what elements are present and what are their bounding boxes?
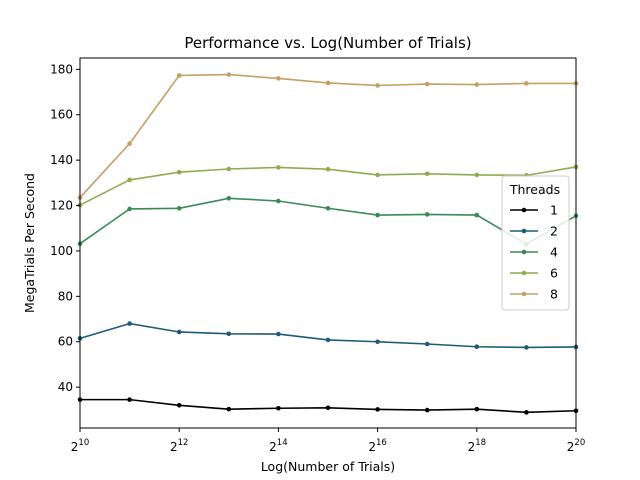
data-point: [276, 198, 281, 204]
data-point: [424, 212, 430, 217]
series-line-2: [79, 322, 577, 349]
data-point: [226, 195, 232, 201]
data-point: [176, 205, 182, 211]
data-point: [474, 344, 480, 350]
legend-label: 4: [550, 245, 558, 260]
data-point: [325, 205, 331, 211]
y-tick-label: 140: [50, 153, 73, 167]
legend-title: Threads: [509, 182, 560, 197]
legend-marker: [521, 228, 527, 234]
y-tick-label: 120: [50, 199, 73, 213]
x-tick-label: 210: [71, 438, 89, 454]
data-point: [424, 407, 430, 413]
legend-marker: [521, 291, 527, 297]
x-tick-label: 212: [170, 438, 188, 454]
series-1: [77, 397, 579, 415]
legend: Threads 1 2 4 6 8: [501, 175, 570, 311]
data-point: [375, 172, 380, 178]
data-point: [375, 407, 380, 412]
data-point: [127, 141, 132, 146]
data-point: [424, 341, 430, 347]
data-point: [276, 405, 281, 411]
data-point: [276, 76, 281, 81]
y-tick-label: 60: [58, 335, 73, 349]
data-point: [375, 339, 380, 345]
data-point: [127, 321, 132, 326]
data-point: [127, 206, 132, 212]
legend-item-8: 8: [510, 287, 558, 302]
y-tick-label: 180: [50, 62, 73, 76]
x-axis-ticks: 210 212 214 216 218 220: [71, 428, 585, 454]
plot-frame: [79, 57, 577, 429]
data-point: [325, 405, 331, 411]
legend-marker: [521, 270, 527, 276]
y-tick-label: 40: [58, 380, 73, 394]
data-point: [226, 166, 232, 172]
y-tick-label: 80: [58, 289, 73, 303]
legend-item-6: 6: [510, 266, 558, 281]
data-point: [474, 172, 480, 178]
data-point: [325, 337, 331, 343]
data-point: [276, 331, 281, 337]
legend-marker: [521, 249, 527, 255]
y-axis-label: MegaTrials Per Second: [22, 173, 37, 313]
data-point: [474, 406, 480, 412]
series-layer: [77, 72, 579, 415]
data-point: [226, 406, 232, 412]
data-point: [524, 81, 529, 86]
series-8: [77, 72, 579, 200]
data-point: [176, 169, 182, 175]
legend-label: 1: [550, 203, 558, 218]
data-point: [226, 72, 232, 77]
data-point: [276, 165, 281, 170]
series-6: [77, 164, 579, 208]
y-axis-ticks: 40 60 80 100 120 140 160 180: [50, 62, 80, 394]
data-point: [127, 397, 132, 402]
data-point: [176, 403, 182, 408]
data-point: [474, 82, 480, 87]
data-point: [127, 177, 132, 183]
data-point: [424, 171, 430, 177]
data-point: [524, 410, 529, 415]
series-2: [77, 321, 579, 350]
data-point: [325, 166, 331, 172]
data-point: [375, 83, 380, 88]
legend-item-1: 1: [510, 203, 558, 218]
data-point: [176, 329, 182, 335]
x-axis-label: Log(Number of Trials): [261, 459, 395, 474]
data-point: [424, 81, 430, 87]
legend-item-2: 2: [510, 224, 558, 239]
data-point: [226, 331, 232, 337]
legend-label: 6: [550, 266, 558, 281]
data-point: [524, 345, 529, 350]
data-point: [375, 212, 380, 218]
y-tick-label: 100: [50, 244, 73, 258]
x-tick-label: 214: [269, 438, 287, 454]
legend-label: 2: [550, 224, 558, 239]
chart-title: Performance vs. Log(Number of Trials): [184, 34, 471, 52]
x-tick-label: 216: [368, 438, 386, 454]
data-point: [176, 73, 182, 78]
legend-item-4: 4: [510, 245, 558, 260]
legend-label: 8: [550, 287, 558, 302]
y-tick-label: 160: [50, 108, 73, 122]
data-point: [325, 80, 331, 86]
legend-marker: [521, 207, 527, 213]
x-tick-label: 220: [567, 438, 585, 454]
data-point: [474, 212, 480, 218]
x-tick-label: 218: [468, 438, 486, 454]
